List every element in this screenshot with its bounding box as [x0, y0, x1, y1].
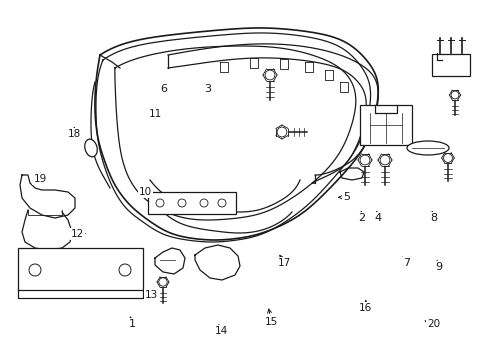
- Text: 1: 1: [128, 319, 135, 329]
- Text: 11: 11: [148, 109, 162, 120]
- Text: 10: 10: [139, 186, 152, 197]
- Text: 2: 2: [358, 213, 365, 223]
- Bar: [359, 105, 411, 145]
- Text: 4: 4: [373, 213, 380, 223]
- Ellipse shape: [406, 141, 448, 155]
- Text: 13: 13: [144, 290, 158, 300]
- Bar: [431, 54, 469, 76]
- Bar: [18, 248, 142, 290]
- Text: 6: 6: [160, 84, 167, 94]
- Ellipse shape: [84, 139, 97, 157]
- Text: 19: 19: [33, 174, 47, 184]
- Text: 7: 7: [403, 258, 409, 268]
- Text: 5: 5: [342, 192, 349, 202]
- Text: 17: 17: [277, 258, 291, 268]
- Text: 18: 18: [67, 129, 81, 139]
- Text: 8: 8: [429, 213, 436, 223]
- Text: 9: 9: [434, 262, 441, 272]
- Text: 15: 15: [264, 317, 278, 327]
- Bar: [148, 192, 236, 214]
- Text: 14: 14: [214, 326, 227, 336]
- Text: 12: 12: [70, 229, 84, 239]
- Text: 3: 3: [204, 84, 211, 94]
- Text: 16: 16: [358, 303, 372, 313]
- Text: 20: 20: [427, 319, 439, 329]
